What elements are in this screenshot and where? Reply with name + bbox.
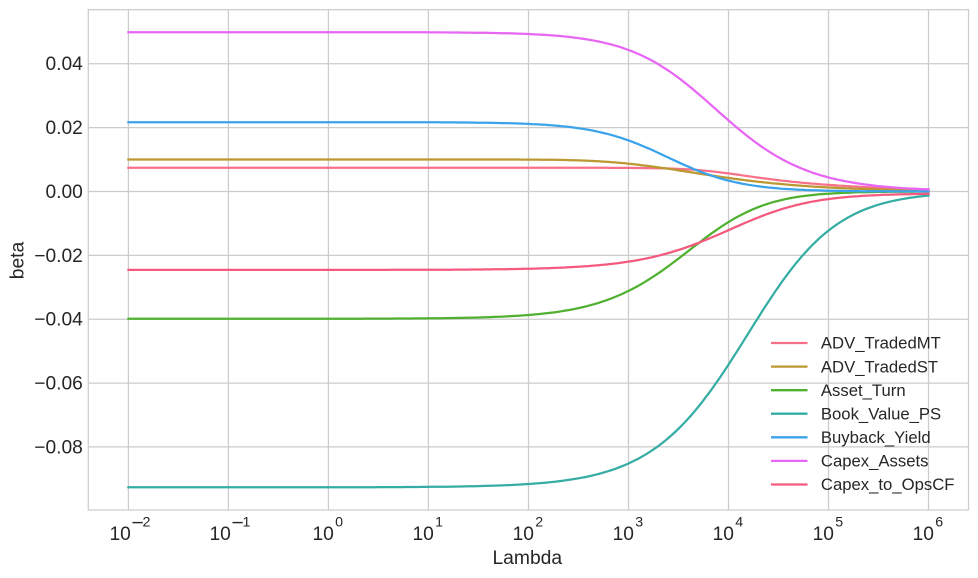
svg-text:−0.08: −0.08 <box>34 437 83 458</box>
svg-text:−0.06: −0.06 <box>34 374 83 395</box>
svg-text:−0.04: −0.04 <box>34 310 83 331</box>
svg-text:10: 10 <box>513 524 534 545</box>
svg-text:Book_Value_PS: Book_Value_PS <box>821 404 941 423</box>
svg-text:−0.02: −0.02 <box>34 246 83 267</box>
svg-text:Lambda: Lambda <box>492 548 562 569</box>
svg-text:10: 10 <box>110 524 131 545</box>
svg-text:Capex_Assets: Capex_Assets <box>821 452 929 471</box>
svg-text:ADV_TradedST: ADV_TradedST <box>821 357 938 376</box>
svg-text:beta: beta <box>8 241 29 279</box>
svg-text:0.04: 0.04 <box>45 54 83 75</box>
svg-text:10: 10 <box>313 524 334 545</box>
svg-text:1: 1 <box>243 514 251 530</box>
svg-text:4: 4 <box>735 514 743 530</box>
svg-text:3: 3 <box>635 514 643 530</box>
svg-text:10: 10 <box>713 524 734 545</box>
svg-text:0: 0 <box>335 514 343 530</box>
svg-text:10: 10 <box>613 524 634 545</box>
svg-text:1: 1 <box>435 514 443 530</box>
svg-text:10: 10 <box>413 524 434 545</box>
svg-text:ADV_TradedMT: ADV_TradedMT <box>821 334 941 353</box>
svg-text:10: 10 <box>210 524 231 545</box>
svg-text:Asset_Turn: Asset_Turn <box>821 381 906 400</box>
svg-text:0.02: 0.02 <box>45 118 82 139</box>
svg-text:6: 6 <box>935 514 943 530</box>
svg-text:Capex_to_OpsCF: Capex_to_OpsCF <box>821 475 955 494</box>
svg-text:10: 10 <box>813 524 834 545</box>
svg-text:10: 10 <box>913 524 934 545</box>
svg-text:2: 2 <box>143 514 151 530</box>
svg-text:5: 5 <box>835 514 843 530</box>
svg-text:2: 2 <box>535 514 543 530</box>
svg-text:0.00: 0.00 <box>45 182 82 203</box>
svg-text:Buyback_Yield: Buyback_Yield <box>821 428 931 447</box>
